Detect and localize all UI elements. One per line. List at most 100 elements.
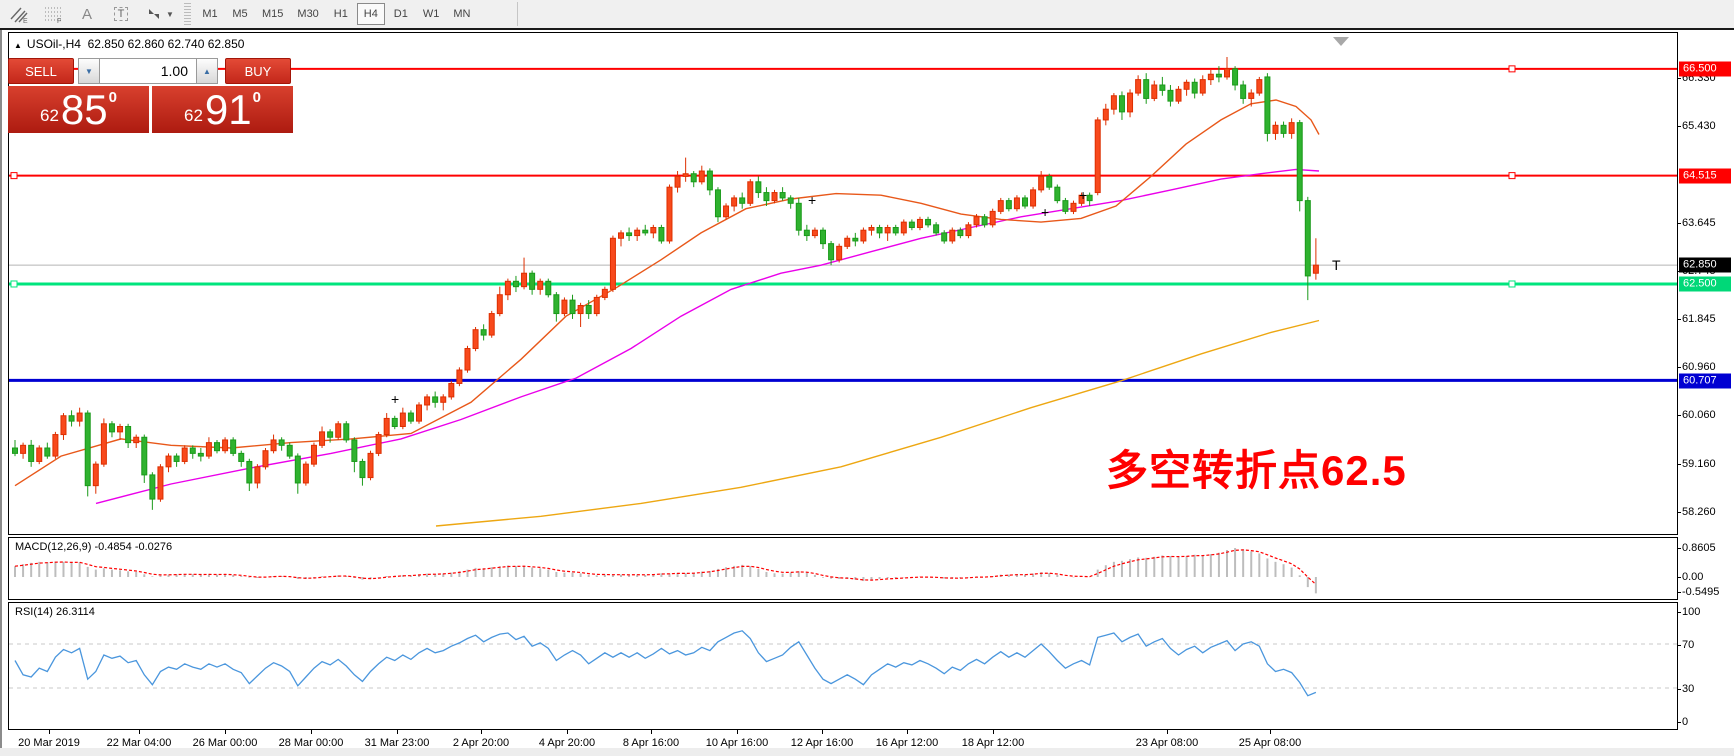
candle-body: [1070, 202, 1077, 212]
candle-body: [286, 444, 293, 457]
candle-body: [238, 452, 245, 462]
candle-body: [1272, 124, 1279, 134]
hline-handle[interactable]: [1508, 65, 1516, 73]
candle-body: [480, 329, 487, 336]
time-axis-label: 23 Apr 08:00: [1135, 737, 1199, 749]
candle-body: [125, 425, 132, 444]
candle-body: [941, 232, 948, 242]
candle-body: [1207, 73, 1214, 81]
candle-body: [529, 272, 536, 290]
macd-label: MACD(12,26,9) -0.4854 -0.0276: [15, 541, 173, 553]
candle-body: [367, 452, 374, 479]
candle-body: [1256, 79, 1263, 94]
timeframe-button-M1[interactable]: M1: [202, 8, 218, 20]
candle-body: [763, 192, 770, 202]
candle-body: [1224, 68, 1230, 78]
candle-body: [868, 227, 875, 231]
rsi-tick-label: 100: [1682, 606, 1701, 618]
volume-input[interactable]: [100, 58, 196, 84]
candle-body: [28, 444, 35, 462]
candle-body: [84, 412, 91, 487]
timeframe-button-MN[interactable]: MN: [453, 8, 471, 20]
text-label-icon[interactable]: A: [81, 5, 92, 23]
collapse-panel-icon[interactable]: ▲: [14, 41, 22, 50]
hline-handle[interactable]: [10, 280, 18, 288]
buy-button[interactable]: BUY: [225, 58, 291, 84]
timeframe-button-M5[interactable]: M5: [232, 8, 248, 20]
candle-body: [852, 237, 859, 242]
candle-body: [391, 417, 398, 427]
candle-body: [811, 229, 818, 237]
hline-handle[interactable]: [1508, 280, 1516, 288]
candle-body: [117, 425, 124, 433]
rsi-tick-label: 0: [1682, 716, 1689, 728]
text-box-icon[interactable]: T: [106, 2, 136, 26]
axis-tick-dash: [1677, 415, 1681, 416]
time-axis-tick: [311, 730, 312, 734]
axis-tick-dash: [1677, 722, 1681, 723]
timeframe-button-H1[interactable]: H1: [333, 8, 348, 20]
timeframe-button-H4[interactable]: H4: [356, 3, 385, 25]
candle-body: [1030, 189, 1037, 207]
time-axis-label: 16 Apr 12:00: [875, 737, 939, 749]
time-axis-tick: [993, 730, 994, 734]
sell-price-tile[interactable]: 62 85 0: [8, 86, 149, 133]
buy-price-sup: 0: [252, 89, 261, 106]
candle-body: [900, 221, 907, 234]
buy-price-tile[interactable]: 62 91 0: [152, 86, 293, 133]
candle-body: [68, 415, 75, 422]
toolbar-separator: [517, 2, 519, 26]
candle-body: [1248, 92, 1255, 99]
candle-body: [310, 444, 317, 465]
candle-body: [933, 224, 940, 234]
candle-body: [1215, 73, 1222, 78]
candle-body: [916, 218, 923, 229]
candle-body: [1127, 92, 1134, 113]
candle-body: [496, 294, 503, 315]
equidistant-channel-icon[interactable]: E: [4, 2, 34, 26]
axis-tick-dash: [1677, 689, 1681, 690]
time-axis-tick: [225, 730, 226, 734]
candle-body: [981, 216, 988, 226]
symbol-title: USOil-,H4: [26, 37, 81, 51]
timeframe-button-W1[interactable]: W1: [422, 8, 440, 20]
candle-body: [173, 455, 180, 462]
rsi-indicator-pane[interactable]: RSI(14) 26.3114: [8, 602, 1678, 730]
candle-body: [1143, 79, 1150, 99]
sell-button[interactable]: SELL: [8, 58, 74, 84]
macd-tick-label: -0.5495: [1682, 586, 1720, 598]
candle-body: [690, 173, 697, 183]
volume-increase-button[interactable]: ▲: [196, 58, 218, 84]
macd-tick-label: 0.8605: [1682, 542, 1716, 554]
toolbar-grip[interactable]: [184, 3, 191, 25]
rsi-label: RSI(14) 26.3114: [15, 606, 95, 618]
hline-handle[interactable]: [10, 172, 18, 180]
timeframe-button-M30[interactable]: M30: [297, 8, 319, 20]
candle-body: [92, 463, 99, 487]
candle-body: [1038, 175, 1045, 191]
svg-text:E: E: [23, 18, 28, 24]
chart-shift-marker-icon[interactable]: [1333, 37, 1349, 46]
volume-decrease-button[interactable]: ▼: [78, 58, 100, 84]
candle-body: [803, 229, 810, 237]
axis-tick-dash: [1677, 645, 1681, 646]
candle-body: [448, 382, 455, 398]
candle-body: [1078, 194, 1085, 204]
timeframe-button-M15[interactable]: M15: [262, 8, 284, 20]
time-axis-tick: [1270, 730, 1271, 734]
candle-body: [973, 216, 980, 226]
arrow-tools-icon[interactable]: ▼: [140, 2, 178, 26]
timeframe-button-D1[interactable]: D1: [393, 8, 408, 20]
candle-body: [876, 227, 883, 234]
time-axis-tick: [481, 730, 482, 734]
candle-body: [1167, 89, 1174, 102]
candle-body: [214, 442, 220, 452]
candle-body: [335, 423, 342, 438]
window-left-edge: [0, 30, 8, 756]
fibonacci-grid-icon[interactable]: F: [38, 2, 68, 26]
candle-body: [949, 229, 956, 242]
macd-indicator-pane[interactable]: MACD(12,26,9) -0.4854 -0.0276: [8, 537, 1678, 600]
candle-body: [399, 412, 406, 427]
candle-body: [714, 189, 721, 218]
hline-handle[interactable]: [1508, 172, 1516, 180]
